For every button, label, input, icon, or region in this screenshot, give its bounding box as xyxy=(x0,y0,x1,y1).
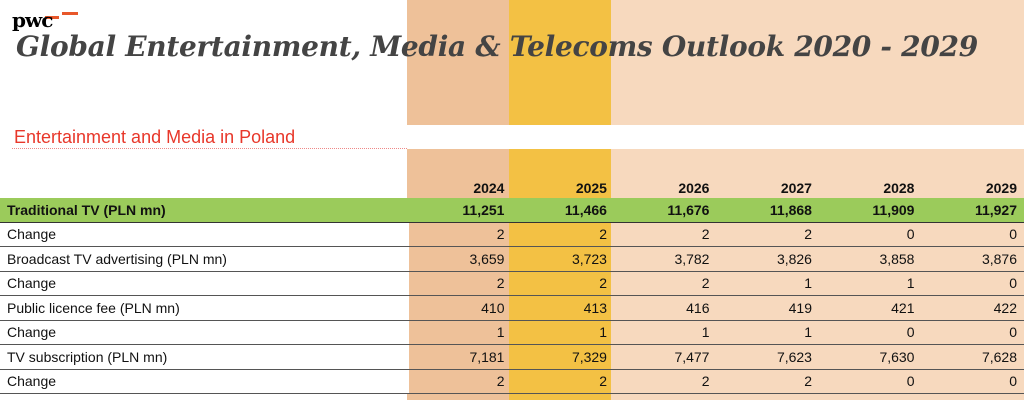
cell-value: 0 xyxy=(921,320,1024,345)
table-row: Change 2 2 2 1 1 0 xyxy=(0,271,1024,296)
table-row: Public licence fee (PLN mn) 410 413 416 419 4… xyxy=(0,295,1024,321)
cell-value: 3,876 xyxy=(921,246,1024,272)
divider xyxy=(12,148,407,149)
year-header: 2025 xyxy=(575,180,607,196)
cell-value: 1 xyxy=(408,320,512,345)
cell-value: 1 xyxy=(818,271,922,296)
cell-value: 0 xyxy=(921,222,1024,247)
cell-value: 2 xyxy=(511,369,614,394)
cell-value: 1 xyxy=(716,320,819,345)
table-row: TV subscription (PLN mn) 7,181 7,329 7,477 7… xyxy=(0,344,1024,370)
cell-value: 421 xyxy=(818,295,922,321)
cell-value: 11,466 xyxy=(511,198,614,223)
cell-value: 7,628 xyxy=(921,344,1024,370)
logo-bar xyxy=(45,16,59,19)
cell-value: 1 xyxy=(511,320,614,345)
cell-value: 422 xyxy=(921,295,1024,321)
cell-value: 3,858 xyxy=(818,246,922,272)
row-label: Change xyxy=(0,271,409,296)
year-header: 2027 xyxy=(780,180,812,196)
row-label: TV subscription (PLN mn) xyxy=(0,344,409,370)
logo-bar xyxy=(62,12,78,15)
cell-value: 3,723 xyxy=(511,246,614,272)
cell-value: 413 xyxy=(511,295,614,321)
cell-value: 2 xyxy=(716,222,819,247)
cell-value: 0 xyxy=(818,222,922,247)
row-label: Change xyxy=(0,369,409,394)
cell-value: 11,251 xyxy=(408,198,512,223)
cell-value: 11,868 xyxy=(716,198,819,223)
cell-value: 7,623 xyxy=(716,344,819,370)
pwc-logo: pwc xyxy=(12,8,53,32)
cell-value: 419 xyxy=(716,295,819,321)
page-title: Global Entertainment, Media & Telecoms O… xyxy=(16,30,978,63)
cell-value: 0 xyxy=(921,369,1024,394)
cell-value: 2 xyxy=(408,271,512,296)
cell-value: 2 xyxy=(613,369,717,394)
cell-value: 3,659 xyxy=(408,246,512,272)
year-header: 2026 xyxy=(678,180,710,196)
cell-value: 2 xyxy=(511,222,614,247)
cell-value: 1 xyxy=(613,320,717,345)
year-header: 2028 xyxy=(883,180,915,196)
cell-value: 1 xyxy=(716,271,819,296)
table-row: Change 1 1 1 1 0 0 xyxy=(0,320,1024,345)
year-header: 2029 xyxy=(985,180,1017,196)
cell-value: 0 xyxy=(818,320,922,345)
header-row: 2024 2025 2026 2027 2028 2029 xyxy=(0,165,1024,198)
gap xyxy=(407,125,1024,149)
cell-value: 3,826 xyxy=(716,246,819,272)
row-label: Traditional TV (PLN mn) xyxy=(0,198,409,223)
cell-value: 0 xyxy=(921,271,1024,296)
table-row: Broadcast TV advertising (PLN mn) 3,659 3,… xyxy=(0,246,1024,272)
cell-value: 410 xyxy=(408,295,512,321)
cell-value: 2 xyxy=(716,369,819,394)
cell-value: 11,909 xyxy=(818,198,922,223)
cell-value: 11,927 xyxy=(921,198,1024,223)
cell-value: 11,676 xyxy=(613,198,717,223)
row-label: Change xyxy=(0,320,409,345)
table-row: Change 2 2 2 2 0 0 xyxy=(0,222,1024,247)
year-header: 2024 xyxy=(473,180,505,196)
header-label xyxy=(0,165,409,198)
cell-value: 2 xyxy=(408,369,512,394)
cell-value: 416 xyxy=(613,295,717,321)
cell-value: 7,477 xyxy=(613,344,717,370)
row-label: Change xyxy=(0,222,409,247)
cell-value: 7,181 xyxy=(408,344,512,370)
cell-value: 2 xyxy=(408,222,512,247)
section-subtitle: Entertainment and Media in Poland xyxy=(14,127,296,147)
cell-value: 3,782 xyxy=(613,246,717,272)
cell-value: 0 xyxy=(818,369,922,394)
cell-value: 7,630 xyxy=(818,344,922,370)
cell-value: 2 xyxy=(613,271,717,296)
row-label: Public licence fee (PLN mn) xyxy=(0,295,409,321)
table-row: Change 2 2 2 2 0 0 xyxy=(0,369,1024,394)
cell-value: 2 xyxy=(511,271,614,296)
cell-value: 7,329 xyxy=(511,344,614,370)
row-label: Broadcast TV advertising (PLN mn) xyxy=(0,246,409,272)
cell-value: 2 xyxy=(613,222,717,247)
data-table: 2024 2025 2026 2027 2028 2029 Traditiona… xyxy=(0,165,1024,394)
table-row-total: Traditional TV (PLN mn) 11,251 11,466 11,67… xyxy=(0,198,1024,223)
